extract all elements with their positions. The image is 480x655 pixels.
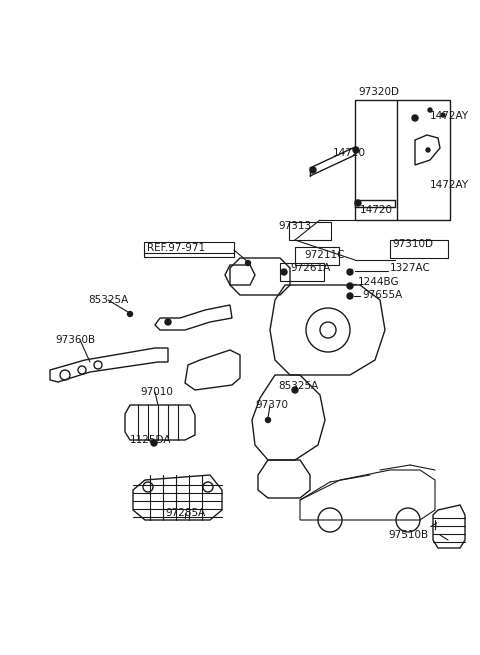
- Circle shape: [281, 269, 287, 275]
- Circle shape: [128, 312, 132, 316]
- Text: 97655A: 97655A: [362, 290, 402, 300]
- Circle shape: [292, 387, 298, 393]
- Text: 97370: 97370: [255, 400, 288, 410]
- Text: 97261A: 97261A: [290, 263, 330, 273]
- Text: 14720: 14720: [333, 148, 366, 158]
- Circle shape: [151, 440, 157, 446]
- Bar: [390, 240, 448, 258]
- Text: 97320D: 97320D: [358, 87, 399, 97]
- Circle shape: [265, 417, 271, 422]
- Text: 85325A: 85325A: [278, 381, 318, 391]
- Circle shape: [347, 293, 353, 299]
- Bar: [355, 100, 450, 220]
- Text: 97313: 97313: [278, 221, 311, 231]
- Circle shape: [426, 148, 430, 152]
- Text: 14720: 14720: [360, 205, 393, 215]
- Text: REF.97-971: REF.97-971: [147, 243, 205, 253]
- Text: 1125DA: 1125DA: [130, 435, 171, 445]
- Circle shape: [347, 283, 353, 289]
- Text: 97510B: 97510B: [388, 530, 428, 540]
- Circle shape: [441, 113, 445, 117]
- Bar: [144, 242, 234, 257]
- Text: 97310D: 97310D: [392, 239, 433, 249]
- Circle shape: [428, 108, 432, 112]
- Text: 1472AY: 1472AY: [430, 180, 469, 190]
- Circle shape: [353, 147, 359, 153]
- Text: 97211C: 97211C: [304, 250, 345, 260]
- Text: 97360B: 97360B: [55, 335, 95, 345]
- Circle shape: [310, 167, 316, 173]
- Circle shape: [412, 115, 418, 121]
- Text: 97010: 97010: [140, 387, 173, 397]
- Text: 1472AY: 1472AY: [430, 111, 469, 121]
- Text: 1244BG: 1244BG: [358, 277, 400, 287]
- Text: 85325A: 85325A: [88, 295, 128, 305]
- Text: 97285A: 97285A: [165, 508, 205, 518]
- Bar: [289, 222, 331, 240]
- Bar: [295, 247, 339, 265]
- Circle shape: [165, 319, 171, 325]
- Circle shape: [347, 269, 353, 275]
- Bar: [280, 263, 324, 281]
- Text: 1327AC: 1327AC: [390, 263, 431, 273]
- Circle shape: [355, 200, 361, 206]
- Circle shape: [245, 261, 251, 265]
